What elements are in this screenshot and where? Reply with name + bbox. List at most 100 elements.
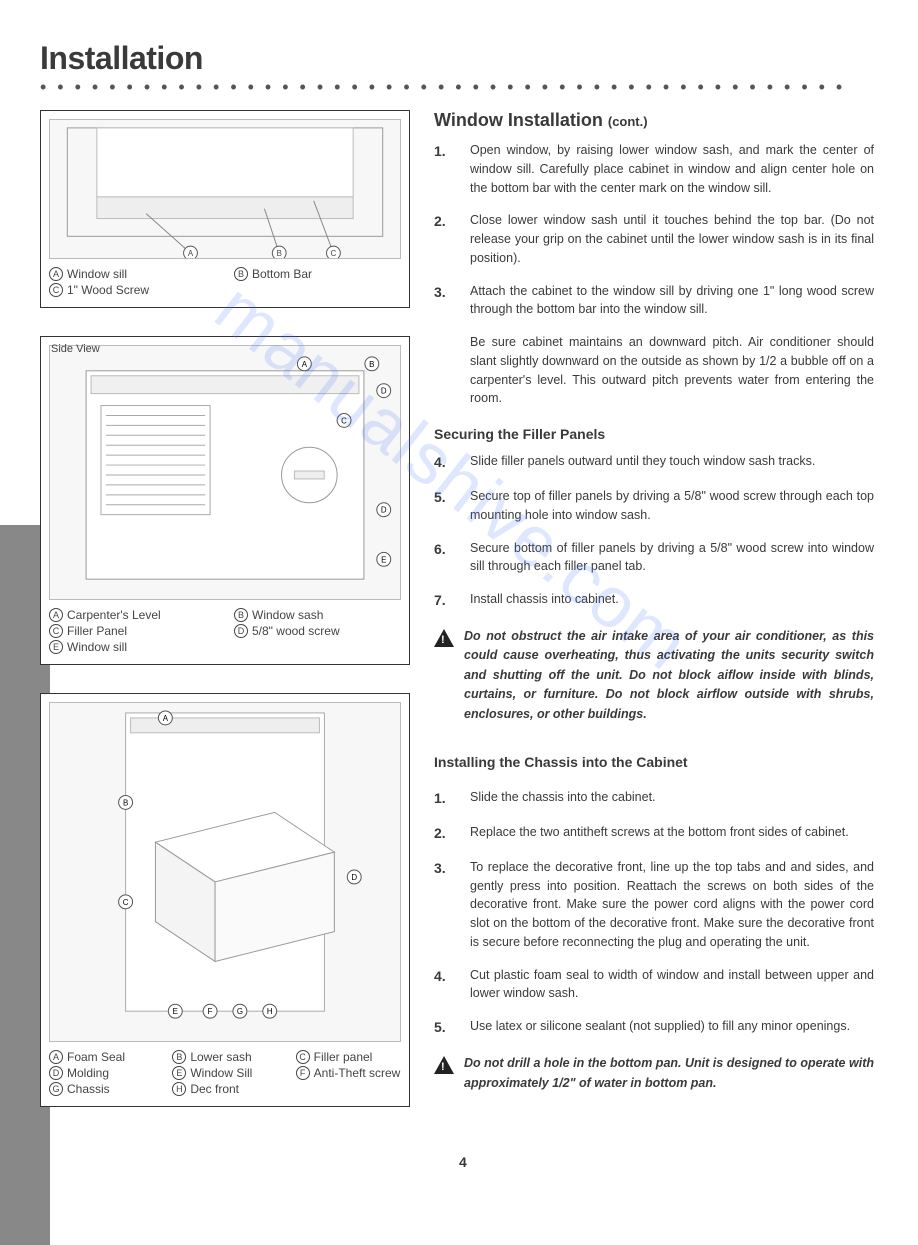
legend-item: D Molding	[49, 1066, 154, 1080]
step-text: Install chassis into cabinet.	[470, 590, 619, 611]
step: 7. Install chassis into cabinet.	[434, 590, 874, 611]
legend-key: A	[49, 608, 63, 622]
step-number: 3.	[434, 858, 452, 952]
sec1-steps: 1.Open window, by raising lower window s…	[434, 141, 874, 319]
sec2-warning: Do not obstruct the air intake area of y…	[434, 627, 874, 724]
step: 2.Close lower window sash until it touch…	[434, 211, 874, 267]
step-text: Attach the cabinet to the window sill by…	[470, 282, 874, 320]
page-title-row: Installation • • • • • • • • • • • • • •…	[40, 40, 878, 98]
sec2-warn-text: Do not obstruct the air intake area of y…	[464, 627, 874, 724]
title-dots: • • • • • • • • • • • • • • • • • • • • …	[40, 77, 845, 98]
legend-label: 5/8" wood screw	[252, 624, 340, 638]
svg-text:B: B	[277, 249, 282, 258]
legend-label: 1" Wood Screw	[67, 283, 149, 297]
legend-key: C	[49, 624, 63, 638]
legend-label: Foam Seal	[67, 1050, 125, 1064]
svg-text:D: D	[351, 873, 357, 882]
warning-icon	[434, 1056, 454, 1074]
legend-label: Anti-Theft screw	[314, 1066, 401, 1080]
legend-item: C Filler Panel	[49, 624, 216, 638]
legend-label: Dec front	[190, 1082, 239, 1096]
content: A B C AWindow sillBBottom BarC1" Wood Sc…	[40, 110, 878, 1113]
legend-key: D	[49, 1066, 63, 1080]
step: 6. Secure bottom of filler panels by driv…	[434, 539, 874, 577]
legend-item: AWindow sill	[49, 267, 216, 281]
legend-item: F Anti-Theft screw	[296, 1066, 401, 1080]
right-column: Window Installation (cont.) 1.Open windo…	[434, 110, 874, 1113]
step-number: 2.	[434, 211, 452, 267]
legend-key: D	[234, 624, 248, 638]
svg-text:B: B	[123, 798, 128, 807]
legend-key: A	[49, 1050, 63, 1064]
legend-key: C	[296, 1050, 310, 1064]
step-text: Secure bottom of filler panels by drivin…	[470, 539, 874, 577]
step-number: 4.	[434, 966, 452, 1004]
legend-label: Window Sill	[190, 1066, 252, 1080]
legend-label: Bottom Bar	[252, 267, 312, 281]
sec3-warn-text: Do not drill a hole in the bottom pan. U…	[464, 1054, 874, 1093]
sec2-steps: 4. Slide filler panels outward until they…	[434, 452, 874, 611]
step: 2.Replace the two antitheft screws at th…	[434, 823, 874, 844]
step-text: Slide the chassis into the cabinet.	[470, 788, 656, 809]
step-number: 4.	[434, 452, 452, 473]
legend-item: BWindow sash	[234, 608, 401, 622]
svg-text:A: A	[163, 714, 169, 723]
step-number: 1.	[434, 141, 452, 197]
legend-label: Window sill	[67, 267, 127, 281]
svg-text:B: B	[369, 360, 374, 369]
legend-item: BLower sash	[172, 1050, 277, 1064]
legend-key: F	[296, 1066, 310, 1080]
svg-text:D: D	[381, 506, 387, 515]
side-view-label: Side View	[51, 343, 100, 355]
legend-item: E Window Sill	[172, 1066, 277, 1080]
step-number: 5.	[434, 1017, 452, 1038]
left-column: A B C AWindow sillBBottom BarC1" Wood Sc…	[40, 110, 410, 1113]
svg-text:F: F	[208, 1007, 213, 1016]
sec1-title-text: Window Installation	[434, 110, 603, 130]
svg-text:E: E	[173, 1007, 178, 1016]
sec1-cont: (cont.)	[608, 114, 648, 129]
figure-2-legend: A Carpenter's Level BWindow sash C Filler Pa…	[49, 608, 401, 654]
legend-label: Carpenter's Level	[67, 608, 161, 622]
legend-item: A Foam Seal	[49, 1050, 154, 1064]
svg-text:D: D	[381, 387, 387, 396]
step-text: Slide filler panels outward until they t…	[470, 452, 815, 473]
legend-key: E	[172, 1066, 186, 1080]
legend-item: C1" Wood Screw	[49, 283, 216, 297]
svg-text:C: C	[341, 416, 347, 425]
legend-item: G Chassis	[49, 1082, 154, 1096]
legend-label: Molding	[67, 1066, 109, 1080]
legend-label: Chassis	[67, 1082, 110, 1096]
page-number: 4	[459, 1154, 467, 1170]
legend-item: C Filler panel	[296, 1050, 401, 1064]
legend-label: Filler panel	[314, 1050, 373, 1064]
svg-text:C: C	[123, 898, 129, 907]
legend-item: BBottom Bar	[234, 267, 401, 281]
svg-text:H: H	[267, 1007, 273, 1016]
figure-3: A B C D E F G H A Foam Seal BLower sash C Fi…	[40, 693, 410, 1107]
step-text: Secure top of filler panels by driving a…	[470, 487, 874, 525]
step-number: 6.	[434, 539, 452, 577]
step: 1.Open window, by raising lower window s…	[434, 141, 874, 197]
legend-key: B	[234, 608, 248, 622]
svg-text:E: E	[381, 555, 386, 564]
step: 3.To replace the decorative front, line …	[434, 858, 874, 952]
step: 4.Cut plastic foam seal to width of wind…	[434, 966, 874, 1004]
legend-key: H	[172, 1082, 186, 1096]
step: 1.Slide the chassis into the cabinet.	[434, 788, 874, 809]
step-number: 7.	[434, 590, 452, 611]
legend-item: A Carpenter's Level	[49, 608, 216, 622]
figure-2-image: A B C D D E	[49, 345, 401, 600]
svg-text:G: G	[237, 1007, 243, 1016]
legend-item: H Dec front	[172, 1082, 277, 1096]
figure-1-image: A B C	[49, 119, 401, 259]
figure-3-legend: A Foam Seal BLower sash C Filler panel D Moldi…	[49, 1050, 401, 1096]
legend-item: EWindow sill	[49, 640, 216, 654]
step-number: 3.	[434, 282, 452, 320]
step-number: 5.	[434, 487, 452, 525]
legend-key: G	[49, 1082, 63, 1096]
warning-icon	[434, 629, 454, 647]
legend-label: Filler Panel	[67, 624, 127, 638]
svg-text:A: A	[188, 249, 194, 258]
section-3-title: Installing the Chassis into the Cabinet	[434, 754, 874, 770]
